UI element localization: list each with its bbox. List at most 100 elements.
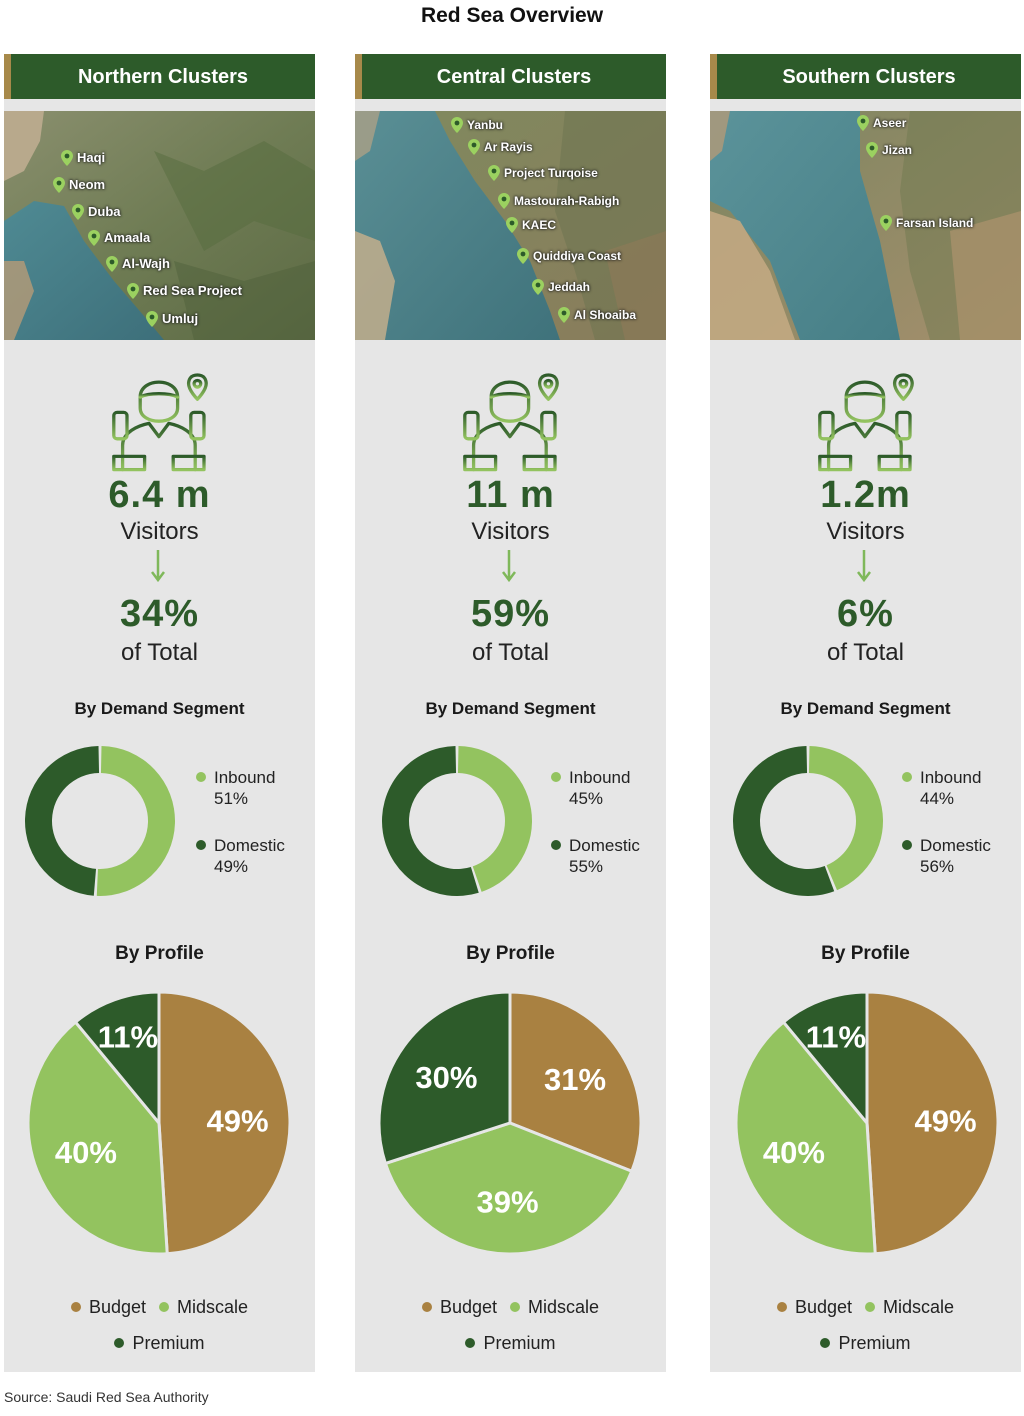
pie-legend-row-1: Budget Midscale	[4, 1297, 315, 1318]
map-pin-icon	[468, 139, 480, 155]
location-name: Jizan	[882, 143, 913, 157]
legend-value: 55%	[569, 857, 604, 876]
map-pin-icon	[72, 204, 84, 220]
midscale-dot-icon	[159, 1302, 170, 1312]
demand-donut-chart	[25, 746, 175, 896]
legend-label: Budget	[794, 1297, 852, 1317]
location-name: Aseer	[873, 116, 907, 130]
location-name: Ar Rayis	[484, 140, 533, 154]
premium-dot-icon	[465, 1338, 476, 1348]
midscale-dot-icon	[510, 1302, 521, 1312]
map-pin-icon	[88, 230, 100, 246]
pie-legend-row-1: Budget Midscale	[710, 1297, 1021, 1318]
traveler-icon	[112, 373, 208, 472]
legend-label: Premium	[838, 1333, 911, 1353]
location-name: Neom	[69, 177, 106, 192]
pie-data-label: 11%	[98, 1020, 158, 1055]
visitors-value: 11 m	[466, 474, 555, 516]
pie-slice-budget	[865, 990, 1000, 1256]
share-label: of Total	[472, 639, 549, 666]
budget-dot-icon	[776, 1302, 787, 1312]
visitors-label: Visitors	[120, 518, 199, 545]
inbound-dot-icon	[902, 772, 912, 782]
source-note: Source: Saudi Red Sea Authority	[4, 1389, 209, 1405]
legend-label: Inbound	[214, 768, 276, 787]
domestic-dot-icon	[902, 840, 912, 850]
visitors-label: Visitors	[826, 518, 905, 545]
pie-slice-premium	[781, 990, 869, 1128]
pie-slice-midscale	[26, 1019, 169, 1256]
visitors-value: 6.4 m	[108, 474, 211, 516]
location-name: Quiddiya Coast	[533, 249, 622, 263]
location-name: KAEC	[522, 218, 557, 232]
share-value: 6%	[837, 593, 894, 635]
profile-title: By Profile	[821, 943, 910, 964]
map-pin-label: Umluj	[146, 311, 198, 327]
location-name: Yanbu	[467, 118, 504, 132]
pie-slice-premium	[377, 990, 512, 1166]
donut-segment-domestic	[733, 746, 835, 896]
cluster-header: Central Clusters	[355, 54, 666, 99]
legend-inbound: Inbound 44%	[902, 767, 981, 809]
location-name: Jeddah	[548, 280, 591, 294]
cluster-map: Yanbu Ar Rayis Project Turqoise Mastoura…	[355, 111, 666, 340]
pie-data-label: 31%	[544, 1062, 606, 1097]
map-pin-icon	[488, 165, 500, 181]
map-pin-icon	[53, 177, 65, 193]
traveler-icon	[463, 373, 559, 472]
down-arrow-icon	[857, 550, 871, 583]
map-pin-label: Yanbu	[451, 117, 503, 133]
profile-pie-chart: 31% 39% 30%	[377, 990, 643, 1256]
map-pin-label: Farsan Island	[880, 215, 973, 231]
legend-label: Domestic	[569, 836, 640, 855]
domestic-dot-icon	[196, 840, 206, 850]
pie-data-label: 11%	[806, 1020, 866, 1055]
cluster-header: Northern Clusters	[4, 54, 315, 99]
down-arrow-icon	[151, 550, 165, 583]
map-pin-label: Duba	[72, 204, 121, 220]
profile-pie-chart: 49% 40% 11%	[26, 990, 292, 1256]
pie-data-label: 39%	[477, 1185, 539, 1220]
legend-value: 45%	[569, 789, 604, 808]
location-name: Duba	[88, 204, 121, 219]
legend-label: Inbound	[920, 768, 982, 787]
cluster-header: Southern Clusters	[710, 54, 1021, 99]
pie-data-label: 30%	[415, 1060, 477, 1095]
legend-value: 44%	[920, 789, 955, 808]
location-name: Umluj	[162, 311, 199, 326]
map-pin-icon	[558, 307, 570, 323]
map-pin-icon	[532, 279, 544, 295]
map-pin-label: Amaala	[88, 230, 150, 246]
share-label: of Total	[827, 639, 904, 666]
map-pin-icon	[451, 117, 463, 133]
legend-label: Budget	[88, 1297, 146, 1317]
pie-slice-budget	[157, 990, 292, 1256]
map-pin-label: Jizan	[866, 142, 912, 158]
pie-slice-premium	[73, 990, 161, 1128]
map-pin-label: Al Shoaiba	[558, 307, 636, 323]
pie-slice-midscale	[383, 1121, 634, 1256]
legend-label: Inbound	[569, 768, 631, 787]
visitors-value: 1.2m	[820, 474, 911, 516]
legend-label: Premium	[483, 1333, 556, 1353]
location-name: Red Sea Project	[143, 283, 242, 298]
premium-dot-icon	[820, 1338, 831, 1348]
cluster-map: Aseer Jizan Farsan Island	[710, 111, 1021, 340]
map-pin-label: KAEC	[506, 217, 556, 233]
donut-segment-domestic	[382, 746, 479, 896]
legend-label: Premium	[132, 1333, 205, 1353]
share-label: of Total	[121, 639, 198, 666]
map-pin-icon	[146, 311, 158, 327]
map-pin-icon	[127, 283, 139, 299]
pie-legend-row-1: Budget Midscale	[355, 1297, 666, 1318]
legend-label: Midscale	[528, 1297, 600, 1317]
pie-legend-row-2: Premium	[355, 1333, 666, 1354]
legend-domestic: Domestic 56%	[902, 835, 991, 877]
pie-legend-row-2: Premium	[4, 1333, 315, 1354]
budget-dot-icon	[421, 1302, 432, 1312]
map-pin-label: Neom	[53, 177, 105, 193]
donut-segment-inbound	[808, 746, 883, 891]
legend-domestic: Domestic 49%	[196, 835, 285, 877]
pie-legend-row-2: Premium	[710, 1333, 1021, 1354]
pie-slice-midscale	[734, 1019, 877, 1256]
